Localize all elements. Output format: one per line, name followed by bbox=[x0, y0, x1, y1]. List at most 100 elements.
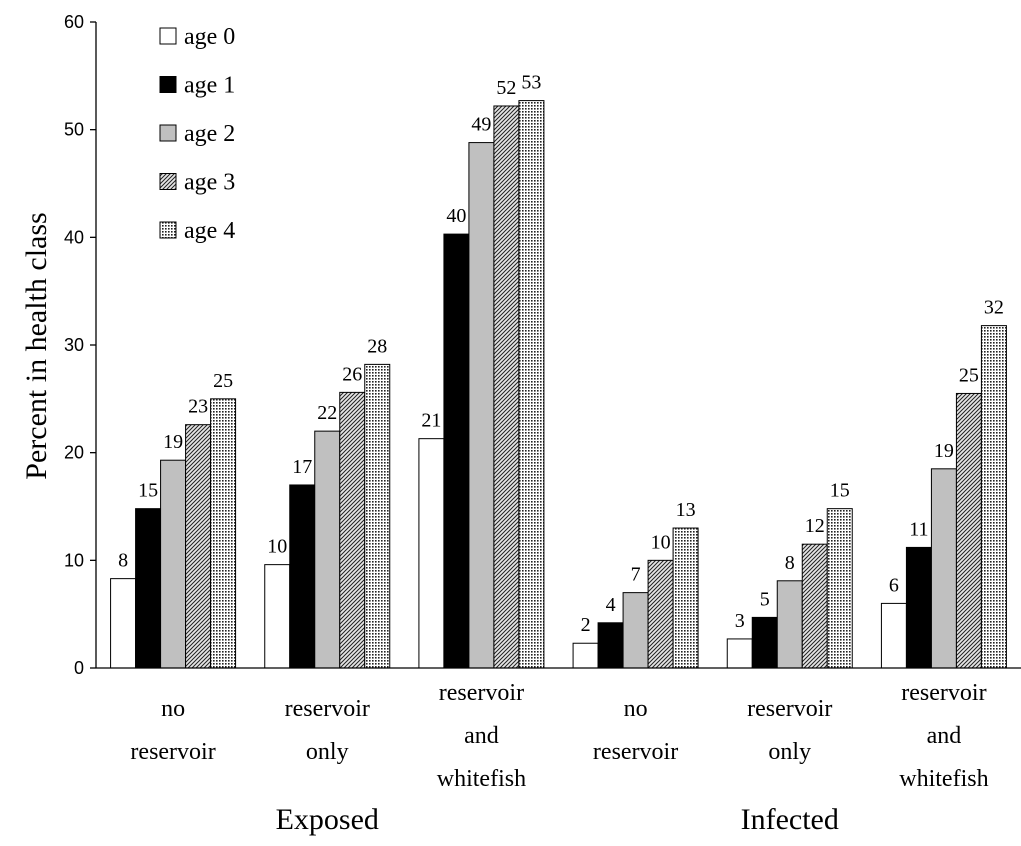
category-label: no bbox=[624, 696, 648, 722]
bar-age-1 bbox=[751, 616, 778, 669]
y-tick-label: 50 bbox=[64, 120, 84, 140]
bar-age-0 bbox=[726, 638, 753, 669]
bar-age-4 bbox=[826, 508, 853, 669]
data-label: 25 bbox=[959, 364, 979, 386]
y-tick-label: 0 bbox=[74, 658, 84, 678]
data-label: 40 bbox=[446, 205, 466, 227]
data-label: 17 bbox=[292, 456, 312, 478]
data-label: 25 bbox=[213, 370, 233, 392]
data-label: 49 bbox=[471, 114, 491, 136]
bar-age-0 bbox=[572, 642, 599, 669]
bar-age-2 bbox=[930, 468, 957, 669]
bar-age-4 bbox=[980, 325, 1007, 669]
bar-age-4 bbox=[672, 527, 699, 669]
category-labels: no reservoir reservoir only reservoir and whit… bbox=[130, 680, 988, 792]
data-label: 4 bbox=[606, 594, 616, 616]
bar-age-1 bbox=[597, 622, 624, 669]
y-tick-label: 60 bbox=[64, 12, 84, 32]
legend-label: age 2 bbox=[184, 121, 235, 147]
data-label: 26 bbox=[342, 363, 362, 385]
bar-age-4 bbox=[210, 398, 237, 669]
data-label: 19 bbox=[934, 440, 954, 462]
data-label: 22 bbox=[317, 402, 337, 424]
legend-swatch bbox=[159, 173, 177, 190]
data-label: 8 bbox=[118, 550, 128, 572]
legend-swatch bbox=[159, 124, 177, 142]
data-label: 53 bbox=[521, 72, 541, 94]
bar-age-1 bbox=[905, 546, 932, 669]
group-label: Infected bbox=[741, 803, 839, 836]
y-tick-label: 20 bbox=[64, 443, 84, 463]
bar-age-4 bbox=[518, 100, 545, 669]
bar-age-0 bbox=[418, 438, 445, 669]
bar-age-3 bbox=[493, 105, 520, 669]
data-label: 15 bbox=[138, 480, 158, 502]
data-label: 12 bbox=[805, 515, 825, 537]
category-label: only bbox=[768, 739, 811, 765]
data-label: 52 bbox=[496, 77, 516, 99]
data-label: 19 bbox=[163, 431, 183, 453]
category-label: only bbox=[306, 739, 349, 765]
category-label: reservoir bbox=[285, 696, 370, 722]
data-label: 10 bbox=[651, 531, 671, 553]
bar-age-2 bbox=[314, 430, 341, 669]
data-label: 15 bbox=[830, 480, 850, 502]
category-label: reservoir bbox=[747, 696, 832, 722]
data-label: 21 bbox=[421, 410, 441, 432]
y-tick-label: 30 bbox=[64, 335, 84, 355]
category-label: no bbox=[161, 696, 185, 722]
bar-age-1 bbox=[135, 508, 162, 669]
bar-age-2 bbox=[776, 580, 803, 669]
category-label: reservoir bbox=[593, 739, 678, 765]
data-label: 8 bbox=[785, 552, 795, 574]
legend-label: age 4 bbox=[184, 218, 235, 244]
data-label: 23 bbox=[188, 396, 208, 418]
legend-label: age 0 bbox=[184, 24, 235, 50]
category-label: and bbox=[927, 723, 962, 749]
data-label: 13 bbox=[676, 499, 696, 521]
bar-age-2 bbox=[160, 459, 187, 669]
bar-age-0 bbox=[264, 564, 291, 669]
category-label: reservoir bbox=[901, 680, 986, 706]
legend: age 0 age 1 age 2 age 3 age 4 bbox=[159, 24, 235, 244]
bar-age-4 bbox=[364, 363, 391, 669]
category-label: whitefish bbox=[899, 766, 988, 792]
group-labels: Exposed Infected bbox=[276, 803, 839, 836]
y-axis: 0 10 20 30 40 50 60 bbox=[64, 12, 97, 678]
category-label: reservoir bbox=[130, 739, 215, 765]
y-tick-label: 10 bbox=[64, 550, 84, 570]
data-label: 2 bbox=[581, 614, 591, 636]
bar-age-3 bbox=[185, 424, 212, 669]
data-label: 3 bbox=[735, 610, 745, 632]
data-label: 7 bbox=[631, 564, 641, 586]
bar-age-2 bbox=[622, 592, 649, 669]
data-label: 11 bbox=[909, 518, 928, 540]
bar-age-0 bbox=[110, 578, 137, 669]
legend-swatch bbox=[159, 221, 177, 239]
legend-swatch bbox=[159, 27, 177, 45]
legend-label: age 3 bbox=[184, 170, 235, 196]
data-label: 5 bbox=[760, 588, 770, 610]
category-label: whitefish bbox=[437, 766, 526, 792]
data-label: 28 bbox=[367, 335, 387, 357]
bar-age-3 bbox=[955, 392, 982, 669]
bar-age-3 bbox=[801, 543, 828, 669]
category-label: reservoir bbox=[439, 680, 524, 706]
bar-age-3 bbox=[647, 559, 674, 669]
y-axis-title: Percent in health class bbox=[20, 212, 53, 479]
bar-age-1 bbox=[443, 233, 470, 669]
data-label: 10 bbox=[267, 536, 287, 558]
y-tick-label: 40 bbox=[64, 227, 84, 247]
bar-age-0 bbox=[880, 602, 907, 669]
bar-age-2 bbox=[468, 142, 495, 669]
data-label: 32 bbox=[984, 297, 1004, 319]
bar-age-1 bbox=[289, 484, 316, 669]
category-label: and bbox=[464, 723, 499, 749]
legend-label: age 1 bbox=[184, 73, 235, 99]
legend-swatch bbox=[159, 76, 177, 93]
bar-age-3 bbox=[339, 391, 366, 669]
bars bbox=[110, 100, 1007, 669]
group-label: Exposed bbox=[276, 803, 379, 836]
